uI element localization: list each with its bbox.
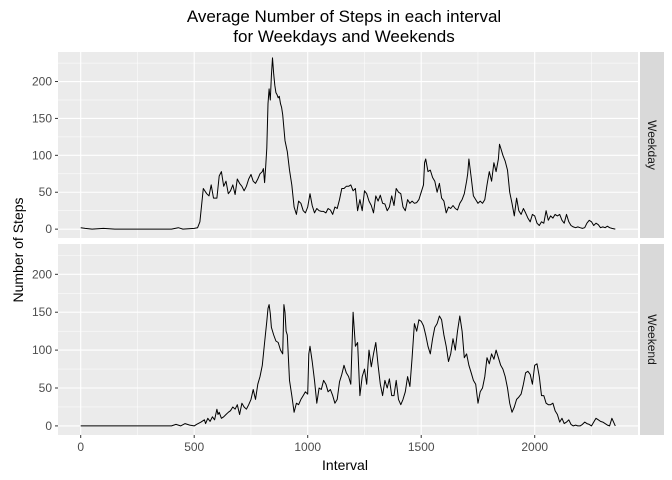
x-tick-label: 0 [77,440,84,454]
x-tick-label: 1000 [294,440,321,454]
series-line-weekend [80,304,616,427]
y-tick-label: 200 [32,75,52,89]
x-axis-ticks: 0 500 1000 1500 2000 [77,435,548,454]
panel-weekday: 0 50 100 150 200 Weekday [32,52,664,238]
y-tick-label: 200 [32,267,52,281]
panel-background [58,244,638,435]
facet-strip [640,244,664,435]
facet-strip [640,52,664,238]
panel-background [58,52,638,238]
x-axis-title: Interval [322,457,368,473]
y-tick-label: 50 [39,381,53,395]
panel-weekend: 0 50 100 150 200 Weekend [32,244,664,435]
y-tick-label: 100 [32,343,52,357]
facet-panels: 0 50 100 150 200 Weekday 0 50 100 150 200 Weekend [32,52,664,435]
y-axis-title: Number of Steps [10,197,26,302]
y-tick-label: 150 [32,111,52,125]
y-tick-label: 50 [39,185,53,199]
x-tick-label: 500 [184,440,204,454]
y-tick-label: 100 [32,148,52,162]
x-tick-label: 1500 [408,440,435,454]
y-tick-label: 150 [32,305,52,319]
y-tick-label: 0 [45,222,52,236]
y-tick-label: 0 [45,419,52,433]
series-line-weekday [80,57,616,230]
facet-strip-label: Weekend [645,314,659,364]
facet-strip-label: Weekday [645,120,659,170]
chart-title-line-2: for Weekdays and Weekends [233,27,454,46]
chart-title-line-1: Average Number of Steps in each interval [187,7,501,26]
x-tick-label: 2000 [521,440,548,454]
